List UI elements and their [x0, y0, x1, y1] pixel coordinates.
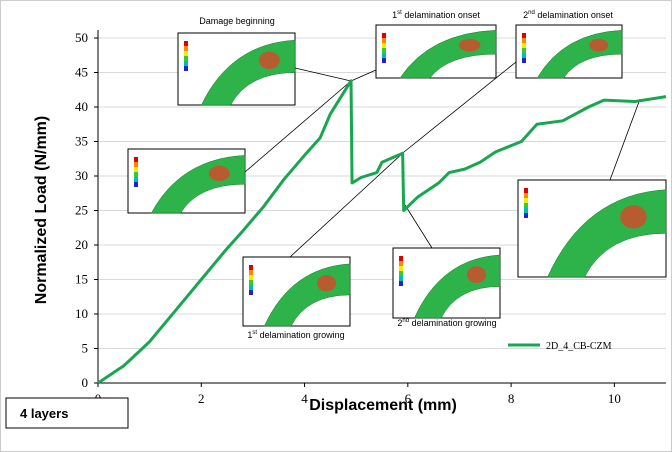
- inset-colorbar: [522, 53, 526, 58]
- inset-colorbar: [522, 58, 526, 63]
- inset-colorbar: [524, 193, 528, 198]
- inset-colorbar: [249, 285, 253, 290]
- inset-colorbar: [249, 270, 253, 275]
- inset-colorbar: [134, 167, 138, 172]
- x-axis-label: Displacement (mm): [309, 397, 457, 414]
- inset-colorbar: [382, 38, 386, 43]
- inset-colorbar: [134, 177, 138, 182]
- inset-colorbar: [524, 213, 528, 218]
- inset-hotspot: [209, 166, 230, 181]
- y-tick-label: 5: [82, 341, 89, 356]
- x-tick-label: 4: [301, 391, 308, 406]
- inset-hotspot: [620, 205, 647, 228]
- inset-hotspot: [589, 39, 608, 52]
- y-tick-label: 35: [75, 134, 88, 149]
- inset-colorbar: [249, 265, 253, 270]
- inset-colorbar: [399, 266, 403, 271]
- chart: 051015202530354045500246810 Displacement…: [0, 0, 672, 452]
- annotation-text: delamination onset: [404, 10, 480, 20]
- y-tick-label: 15: [75, 272, 88, 287]
- annotation: 2nd delamination growing: [397, 318, 496, 328]
- inset-colorbar: [249, 280, 253, 285]
- annotation: 1st delamination onset: [392, 10, 480, 20]
- inset-colorbar: [382, 43, 386, 48]
- inset-colorbar: [134, 157, 138, 162]
- annotation-text: Damage beginning: [199, 16, 275, 26]
- y-tick-label: 50: [75, 30, 88, 45]
- annotation: 2nd delamination onset: [523, 10, 613, 20]
- inset-colorbar: [249, 290, 253, 295]
- inset-colorbar: [382, 48, 386, 53]
- y-tick-label: 40: [75, 99, 88, 114]
- y-axis-label: Normalized Load (N/mm): [33, 116, 50, 304]
- x-tick-label: 2: [198, 391, 205, 406]
- y-tick-label: 10: [75, 306, 88, 321]
- annotation-suffix: nd: [402, 318, 409, 324]
- inset-colorbar: [522, 43, 526, 48]
- annotation-text: delamination growing: [260, 330, 345, 340]
- legend-label: 2D_4_CB-CZM: [546, 341, 612, 352]
- inset-colorbar: [522, 33, 526, 38]
- x-tick-label: 8: [508, 391, 515, 406]
- inset-colorbar: [184, 56, 188, 61]
- inset-colorbar: [382, 53, 386, 58]
- inset-hotspot: [459, 39, 481, 52]
- annotation: Damage beginning: [199, 16, 275, 26]
- inset-colorbar: [249, 275, 253, 280]
- inset-colorbar: [522, 38, 526, 43]
- inset-colorbar: [134, 182, 138, 187]
- inset-colorbar: [184, 46, 188, 51]
- inset-hotspot: [467, 266, 486, 283]
- inset-colorbar: [524, 203, 528, 208]
- inset-colorbar: [524, 188, 528, 193]
- inset-hotspot: [317, 275, 336, 292]
- inset-colorbar: [399, 276, 403, 281]
- inset-colorbar: [524, 208, 528, 213]
- inset-colorbar: [399, 256, 403, 261]
- inset-colorbar: [184, 61, 188, 66]
- label-box-text: 4 layers: [20, 406, 68, 421]
- inset-colorbar: [382, 33, 386, 38]
- y-tick-label: 20: [75, 237, 88, 252]
- y-tick-label: 30: [75, 168, 88, 183]
- inset-colorbar: [522, 48, 526, 53]
- inset-colorbar: [382, 58, 386, 63]
- x-tick-label: 10: [608, 391, 621, 406]
- inset-colorbar: [184, 66, 188, 71]
- inset-colorbar: [524, 198, 528, 203]
- inset-colorbar: [134, 172, 138, 177]
- inset-colorbar: [399, 271, 403, 276]
- inset-colorbar: [399, 281, 403, 286]
- inset-colorbar: [184, 51, 188, 56]
- annotation-text: delamination onset: [537, 10, 613, 20]
- inset-colorbar: [134, 162, 138, 167]
- inset-colorbar: [184, 41, 188, 46]
- y-tick-label: 25: [75, 203, 88, 218]
- inset-hotspot: [259, 52, 280, 69]
- annotation-text: delamination growing: [412, 318, 497, 328]
- annotation: 1st delamination growing: [247, 330, 344, 340]
- y-tick-label: 45: [75, 65, 88, 80]
- y-tick-label: 0: [82, 375, 89, 390]
- inset-colorbar: [399, 261, 403, 266]
- annotation-suffix: nd: [528, 10, 535, 16]
